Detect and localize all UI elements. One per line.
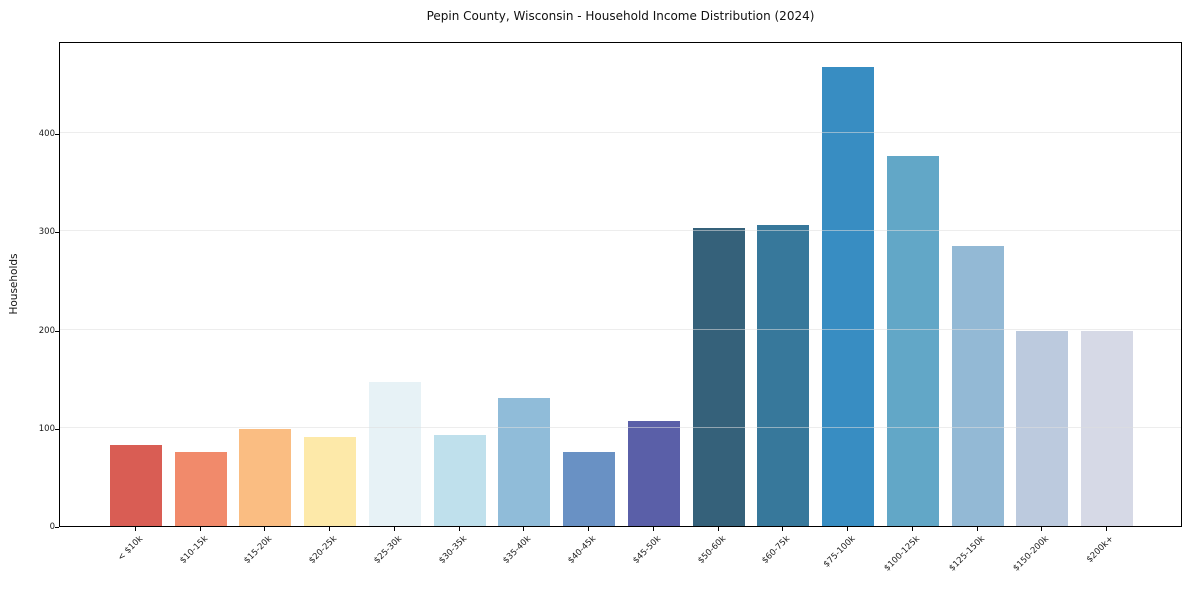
chart-title: Pepin County, Wisconsin - Household Inco… xyxy=(426,9,815,23)
gridline-y100 xyxy=(60,426,1181,428)
x-tick-label-$75-100k: $75-100k xyxy=(821,534,858,570)
x-tick-mark xyxy=(329,527,331,531)
bar-$150-200k xyxy=(1016,330,1069,526)
y-tick-mark xyxy=(55,428,59,430)
bar-$40-45k xyxy=(563,452,616,526)
y-axis-label: Households xyxy=(8,253,20,315)
x-tick-mark xyxy=(393,527,395,531)
bar-$75-100k xyxy=(822,66,875,526)
bar-$30-35k xyxy=(433,434,486,526)
bar-$25-30k xyxy=(368,381,421,526)
x-tick-mark xyxy=(717,527,719,531)
x-tick-mark xyxy=(458,527,460,531)
gridline-y200 xyxy=(60,328,1181,330)
x-tick-label-$100-125k: $100-125k xyxy=(882,534,922,574)
x-tick-label-$200k+: $200k+ xyxy=(1085,534,1117,565)
bar-$60-75k xyxy=(757,224,810,526)
x-tick-mark xyxy=(976,527,978,531)
x-tick-mark xyxy=(588,527,590,531)
y-tick-mark xyxy=(55,134,59,136)
bar-< $10k xyxy=(110,444,162,526)
x-tick-mark xyxy=(847,527,849,531)
bar-$200k+ xyxy=(1081,330,1133,526)
x-tick-label-$150-200k: $150-200k xyxy=(1011,534,1052,574)
bar-$125-150k xyxy=(951,246,1004,526)
x-tick-label-$60-75k: $60-75k xyxy=(760,534,793,566)
x-tick-mark xyxy=(199,527,201,531)
x-tick-label-$45-50k: $45-50k xyxy=(631,534,663,566)
gridline-y300 xyxy=(60,230,1181,232)
x-tick-label-$40-45k: $40-45k xyxy=(566,534,599,566)
x-tick-mark xyxy=(1041,527,1043,531)
x-tick-label-$30-35k: $30-35k xyxy=(436,534,469,566)
x-tick-label-$125-150k: $125-150k xyxy=(947,534,987,574)
x-tick-mark xyxy=(782,527,784,531)
y-tick-label-100: 100 xyxy=(38,423,55,434)
x-tick-mark xyxy=(135,527,136,531)
bar-$20-25k xyxy=(304,436,357,526)
bar-$10-15k xyxy=(174,452,227,526)
x-tick-label-$10-15k: $10-15k xyxy=(177,534,210,566)
plot-area xyxy=(59,42,1182,527)
bar-$35-40k xyxy=(498,398,551,526)
y-tick-mark xyxy=(55,232,59,234)
y-tick-label-0: 0 xyxy=(49,522,55,532)
y-tick-label-200: 200 xyxy=(38,325,55,336)
x-tick-mark xyxy=(523,527,525,531)
y-tick-mark xyxy=(55,527,59,528)
x-tick-mark xyxy=(1106,527,1107,531)
bar-$50-60k xyxy=(692,227,745,526)
x-tick-mark xyxy=(911,527,913,531)
y-tick-label-300: 300 xyxy=(38,227,55,238)
bar-$15-20k xyxy=(239,428,292,526)
bar-$45-50k xyxy=(627,420,680,526)
x-tick-label-$25-30k: $25-30k xyxy=(372,534,405,566)
gridline-y400 xyxy=(60,132,1181,134)
x-tick-label-$50-60k: $50-60k xyxy=(695,534,728,566)
x-tick-label-$15-20k: $15-20k xyxy=(242,534,275,566)
x-tick-mark xyxy=(652,527,654,531)
x-tick-label-$20-25k: $20-25k xyxy=(307,534,340,566)
x-tick-label-$35-40k: $35-40k xyxy=(501,534,534,566)
x-tick-mark xyxy=(264,527,266,531)
bar-$100-125k xyxy=(886,155,939,526)
x-tick-label-< $10k: < $10k xyxy=(116,534,146,563)
y-tick-label-400: 400 xyxy=(38,129,55,140)
y-tick-mark xyxy=(55,330,59,332)
